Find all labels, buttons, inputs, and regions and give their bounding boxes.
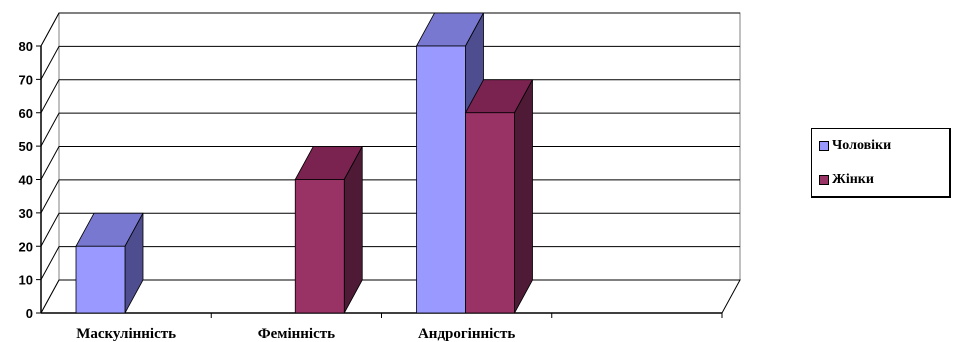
gridline [40,112,740,147]
bar-front [294,179,345,314]
bars [75,12,534,314]
bar [294,146,363,314]
gridline [40,212,740,247]
bar [464,79,534,314]
gridlines [40,12,740,280]
y-tick-labels: 0 10 20 30 40 50 60 70 80 [19,39,33,321]
legend: Чоловіки Жінки [811,128,951,198]
chart-walls [40,12,741,314]
y-tick-label: 80 [19,39,33,54]
legend-label-men: Чоловіки [832,138,892,153]
y-tick-label: 60 [19,106,33,121]
gridline [40,179,740,214]
y-tick-label: 70 [19,72,33,87]
y-tick-label: 40 [19,173,33,188]
bar-front [416,45,466,314]
bar-front [75,245,126,314]
legend-item-women: Жінки [819,171,874,189]
x-category-label: Маскулінність [76,326,176,342]
legend-swatch-men [819,141,829,151]
y-tick-label: 50 [19,139,33,154]
y-tick-label: 10 [19,273,33,288]
bar [75,212,144,314]
gridline [40,146,740,180]
bar-front [465,112,515,314]
legend-swatch-women [819,175,829,185]
floor [40,279,741,314]
gridline [40,12,740,47]
x-category-label: Фемінність [258,326,335,342]
legend-label-women: Жінки [832,172,874,187]
gridline [40,79,740,113]
y-tick-label: 20 [19,239,33,254]
category-labels: Маскулінність Фемінність Андрогінність [76,326,515,342]
legend-item-men: Чоловіки [819,137,891,155]
gridline [40,246,740,280]
bar-side [514,79,533,314]
y-tick-label: 0 [26,306,33,321]
x-category-label: Андрогінність [418,326,515,342]
axes [36,45,723,318]
y-tick-label: 30 [19,206,33,221]
gridline [40,45,740,80]
